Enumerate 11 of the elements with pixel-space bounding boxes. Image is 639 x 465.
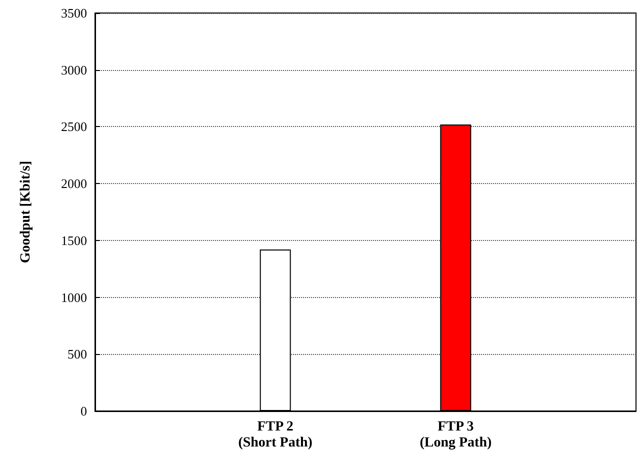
y-tick-label: 1000 <box>61 290 87 305</box>
y-tick-label: 0 <box>80 404 87 418</box>
x-tick-label: FTP 2 (Short Path) <box>238 420 313 450</box>
y-axis-title: Goodput [Kbit/s] <box>18 160 34 264</box>
y-tick-label: 3000 <box>61 62 87 78</box>
y-tick-label: 2000 <box>61 176 87 192</box>
y-tick-label: 2500 <box>61 119 87 134</box>
y-tick-label: 500 <box>68 346 87 362</box>
x-tick-label: FTP 3 (Long Path) <box>420 420 492 450</box>
y-tick-label: 3500 <box>61 6 87 20</box>
y-tick-label: 1500 <box>61 232 87 248</box>
